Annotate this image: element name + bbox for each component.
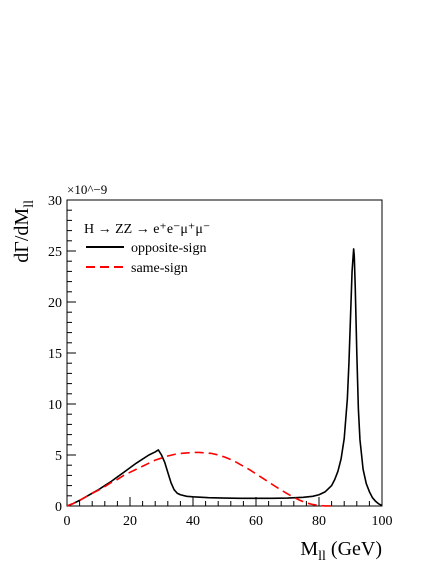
y-tick-label: 5 — [55, 449, 62, 464]
y-tick-label: 10 — [48, 398, 62, 413]
series-layer — [66, 248, 383, 507]
x-tick-label: 100 — [372, 514, 393, 529]
legend: H → ZZ → e⁺e⁻μ⁺μ⁻ opposite-sign same-sig… — [84, 222, 210, 276]
x-tick-label: 20 — [123, 514, 137, 529]
series-line-opposite-sign — [66, 248, 383, 507]
y-tick-label: 15 — [48, 347, 62, 362]
legend-label-opposite-sign: opposite-sign — [131, 241, 206, 256]
x-axis-title: Mll (GeV) — [300, 538, 382, 564]
plot-frame — [66, 199, 383, 507]
x-tick-label: 80 — [312, 514, 326, 529]
legend-label-same-sign: same-sign — [131, 261, 188, 276]
x-tick-label: 60 — [249, 514, 263, 529]
y-multiplier: ×10^−9 — [67, 182, 107, 197]
y-tick-label: 25 — [48, 245, 62, 260]
tick-labels: 0 20 40 60 80 100 0 5 10 15 20 25 30 — [48, 194, 393, 529]
y-tick-label: 0 — [55, 500, 62, 515]
y-tick-label: 30 — [48, 194, 62, 209]
x-tick-label: 40 — [186, 514, 200, 529]
x-tick-label: 0 — [64, 514, 71, 529]
y-axis-title: dΓ/dMll — [11, 200, 37, 263]
y-tick-label: 20 — [48, 296, 62, 311]
legend-header: H → ZZ → e⁺e⁻μ⁺μ⁻ — [84, 222, 210, 237]
axis-ticks — [66, 199, 383, 507]
series-line-same-sign — [66, 451, 332, 507]
